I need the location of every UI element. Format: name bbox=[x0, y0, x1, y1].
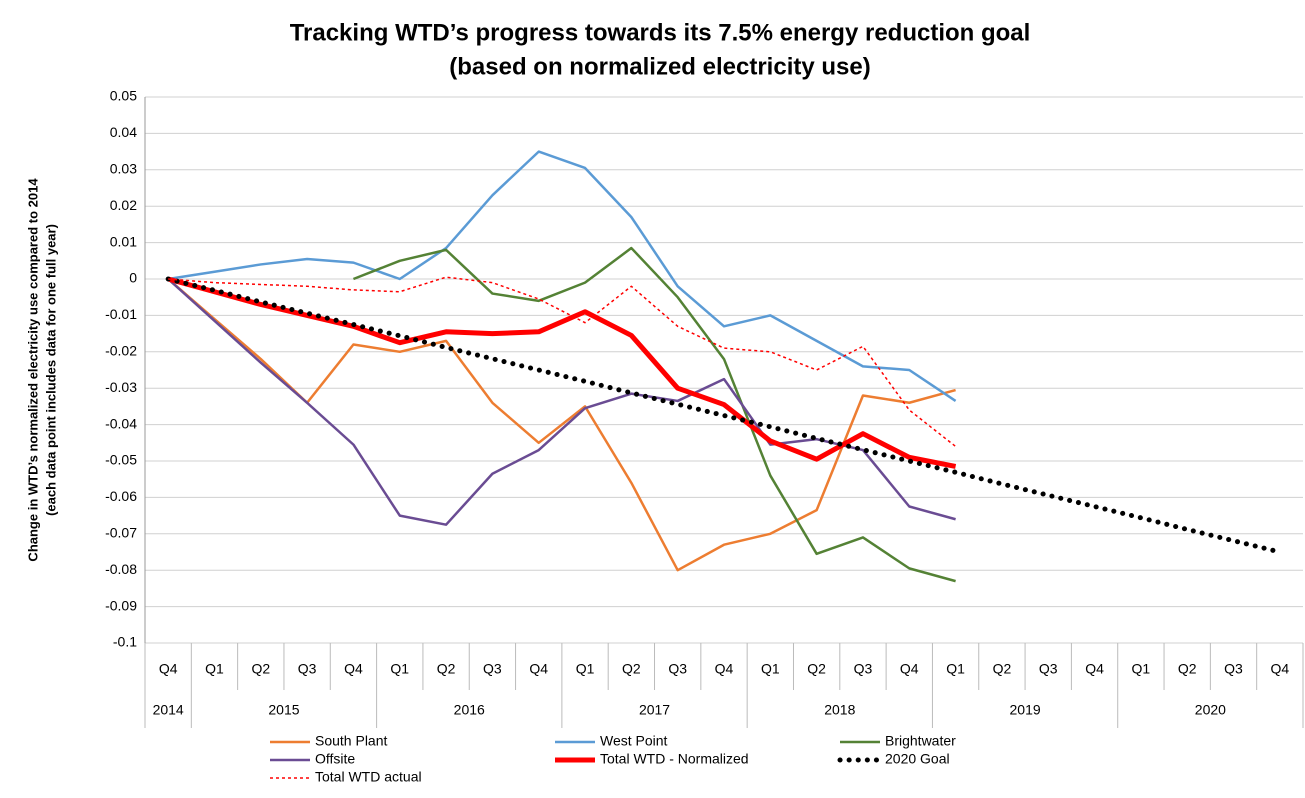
x-tick-label: Q1 bbox=[1132, 661, 1151, 677]
legend-label: Total WTD - Normalized bbox=[600, 751, 749, 767]
x-tick-label: Q3 bbox=[854, 661, 873, 677]
year-label: 2018 bbox=[824, 702, 855, 718]
x-tick-label: Q2 bbox=[1178, 661, 1197, 677]
year-label: 2017 bbox=[639, 702, 670, 718]
x-tick-label: Q3 bbox=[1224, 661, 1243, 677]
y-tick-label: 0.05 bbox=[110, 88, 137, 104]
x-tick-label: Q3 bbox=[668, 661, 687, 677]
legend-label: South Plant bbox=[315, 733, 387, 749]
year-label: 2014 bbox=[153, 702, 184, 718]
legend-label: West Point bbox=[600, 733, 668, 749]
y-tick-label: -0.04 bbox=[105, 415, 137, 431]
x-tick-label: Q1 bbox=[761, 661, 780, 677]
year-label: 2016 bbox=[454, 702, 485, 718]
y-tick-label: -0.1 bbox=[113, 634, 137, 650]
series-line bbox=[167, 276, 957, 469]
x-tick-label: Q3 bbox=[298, 661, 317, 677]
year-label: 2020 bbox=[1195, 702, 1226, 718]
legend-label: Brightwater bbox=[885, 733, 956, 749]
series-line bbox=[167, 150, 957, 402]
legend-label: 2020 Goal bbox=[885, 751, 950, 767]
legend-label: Total WTD actual bbox=[315, 769, 422, 785]
legend-label: Offsite bbox=[315, 751, 355, 767]
x-tick-label: Q2 bbox=[622, 661, 641, 677]
y-axis-label: (each data point includes data for one f… bbox=[43, 224, 58, 516]
chart-subtitle: (based on normalized electricity use) bbox=[449, 53, 870, 80]
x-tick-label: Q2 bbox=[807, 661, 826, 677]
chart-title: Tracking WTD’s progress towards its 7.5%… bbox=[290, 19, 1031, 46]
y-tick-label: -0.03 bbox=[105, 379, 137, 395]
x-tick-label: Q3 bbox=[483, 661, 502, 677]
y-tick-label: 0 bbox=[129, 270, 137, 286]
y-tick-label: -0.09 bbox=[105, 597, 137, 613]
y-tick-label: -0.01 bbox=[105, 306, 137, 322]
x-tick-label: Q2 bbox=[437, 661, 456, 677]
x-tick-label: Q4 bbox=[900, 661, 919, 677]
x-tick-label: Q4 bbox=[159, 661, 178, 677]
y-tick-label: 0.01 bbox=[110, 233, 137, 249]
y-tick-label: -0.07 bbox=[105, 525, 137, 541]
y-tick-label: -0.06 bbox=[105, 488, 137, 504]
y-tick-label: 0.04 bbox=[110, 124, 137, 140]
x-tick-label: Q2 bbox=[251, 661, 270, 677]
year-label: 2019 bbox=[1010, 702, 1041, 718]
x-tick-label: Q4 bbox=[1270, 661, 1289, 677]
x-tick-label: Q1 bbox=[205, 661, 224, 677]
x-tick-label: Q1 bbox=[390, 661, 409, 677]
series-line bbox=[168, 276, 957, 448]
y-tick-label: 0.02 bbox=[110, 197, 137, 213]
x-tick-label: Q2 bbox=[993, 661, 1012, 677]
y-axis-label: Change in WTD’s normalized electricity u… bbox=[25, 178, 40, 562]
year-label: 2015 bbox=[268, 702, 299, 718]
x-tick-label: Q1 bbox=[946, 661, 965, 677]
y-tick-label: -0.08 bbox=[105, 561, 137, 577]
y-tick-label: -0.02 bbox=[105, 343, 137, 359]
series-line bbox=[165, 276, 1283, 555]
x-tick-label: Q4 bbox=[1085, 661, 1104, 677]
series-line bbox=[352, 246, 956, 583]
x-tick-label: Q4 bbox=[715, 661, 734, 677]
y-tick-label: 0.03 bbox=[110, 161, 137, 177]
y-tick-label: -0.05 bbox=[105, 452, 137, 468]
x-tick-label: Q4 bbox=[529, 661, 548, 677]
x-tick-label: Q1 bbox=[576, 661, 595, 677]
x-tick-label: Q4 bbox=[344, 661, 363, 677]
x-tick-label: Q3 bbox=[1039, 661, 1058, 677]
